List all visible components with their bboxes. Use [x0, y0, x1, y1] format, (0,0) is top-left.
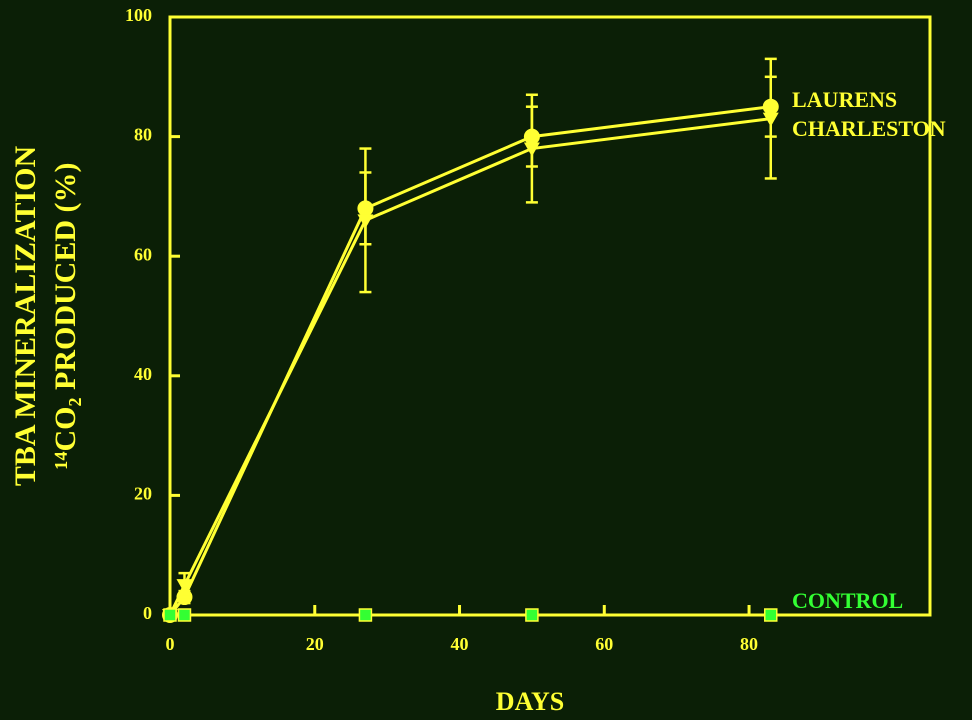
marker: [764, 608, 778, 622]
x-tick-label: 20: [306, 634, 324, 654]
x-tick-label: 0: [166, 634, 175, 654]
y-axis-title: TBA MINERALIZATION: [9, 145, 42, 486]
series-label: CONTROL: [792, 588, 903, 613]
x-axis-title: DAYS: [496, 687, 564, 716]
x-tick-label: 60: [595, 634, 613, 654]
y-tick-label: 80: [134, 125, 152, 145]
marker: [357, 214, 374, 229]
marker: [523, 142, 540, 157]
marker: [358, 608, 373, 622]
y-tick-label: 20: [134, 484, 152, 504]
marker: [177, 608, 192, 622]
y-tick-label: 0: [143, 603, 152, 623]
marker: [163, 608, 177, 622]
y-tick-label: 100: [125, 5, 152, 25]
y-tick-label: 60: [134, 244, 152, 264]
y-axis-title: ¹⁴CO₂ PRODUCED (%): [49, 163, 82, 470]
y-tick-label: 40: [134, 364, 152, 384]
x-tick-label: 80: [740, 634, 758, 654]
x-tick-label: 40: [451, 634, 469, 654]
marker: [176, 579, 193, 594]
marker: [525, 608, 539, 622]
series-label: LAURENS: [792, 87, 897, 112]
marker: [762, 112, 779, 127]
series-label: CHARLESTON: [792, 116, 946, 141]
